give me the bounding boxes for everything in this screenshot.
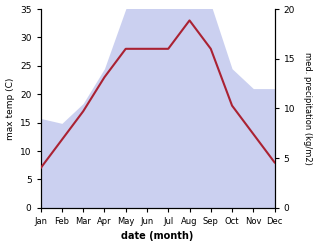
X-axis label: date (month): date (month) — [121, 231, 194, 242]
Y-axis label: max temp (C): max temp (C) — [5, 77, 15, 140]
Y-axis label: med. precipitation (kg/m2): med. precipitation (kg/m2) — [303, 52, 313, 165]
